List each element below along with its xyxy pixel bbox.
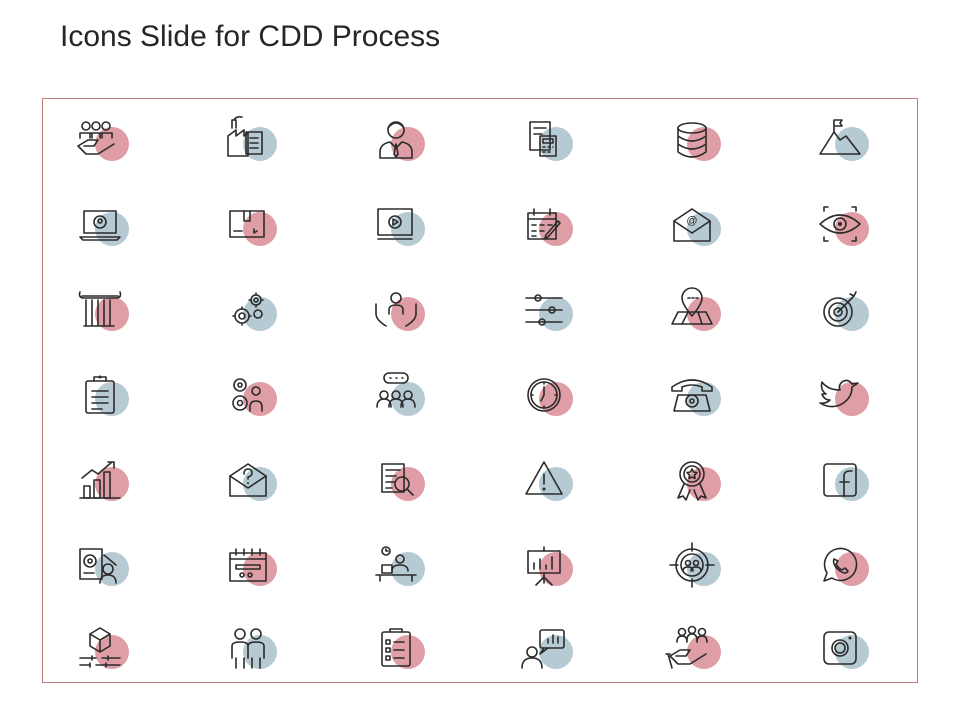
warning-triangle-icon <box>502 438 586 522</box>
clipboard-icon <box>58 353 142 437</box>
hands-person-icon <box>354 268 438 352</box>
location-map-icon <box>650 268 734 352</box>
video-player-icon <box>354 183 438 267</box>
question-envelope-icon <box>206 438 290 522</box>
award-badge-icon <box>650 438 734 522</box>
sliders-icon <box>502 268 586 352</box>
box-package-icon <box>206 183 290 267</box>
team-hand-coin-icon <box>650 606 734 690</box>
gears-person-icon <box>206 353 290 437</box>
facebook-icon <box>798 438 882 522</box>
email-envelope-icon: @ <box>650 183 734 267</box>
pillar-icon <box>58 268 142 352</box>
whatsapp-phone-icon <box>798 523 882 607</box>
svg-text:@: @ <box>686 215 697 227</box>
clock-icon <box>502 353 586 437</box>
twitter-bird-icon <box>798 353 882 437</box>
mountain-flag-icon <box>798 98 882 182</box>
partners-icon <box>206 606 290 690</box>
factory-document-icon <box>206 98 290 182</box>
businessman-icon <box>354 98 438 182</box>
checklist-icon <box>354 606 438 690</box>
presentation-board-icon <box>502 523 586 607</box>
calendar-card-icon <box>206 523 290 607</box>
eye-focus-icon <box>798 183 882 267</box>
team-chat-icon <box>354 353 438 437</box>
target-team-icon <box>650 523 734 607</box>
person-desk-icon <box>354 523 438 607</box>
target-arrow-icon <box>798 268 882 352</box>
database-icon <box>650 98 734 182</box>
telephone-icon <box>650 353 734 437</box>
gears-icon <box>206 268 290 352</box>
calculator-document-icon <box>502 98 586 182</box>
settings-document-person-icon <box>58 523 142 607</box>
instagram-camera-icon <box>798 606 882 690</box>
laptop-user-icon <box>58 183 142 267</box>
team-hand-icon <box>58 98 142 182</box>
icon-frame <box>42 98 918 683</box>
growth-chart-icon <box>58 438 142 522</box>
document-search-icon <box>354 438 438 522</box>
cube-sliders-icon <box>58 606 142 690</box>
slide-title: Icons Slide for CDD Process <box>60 20 441 53</box>
person-chart-bubble-icon <box>502 606 586 690</box>
calendar-pencil-icon <box>502 183 586 267</box>
